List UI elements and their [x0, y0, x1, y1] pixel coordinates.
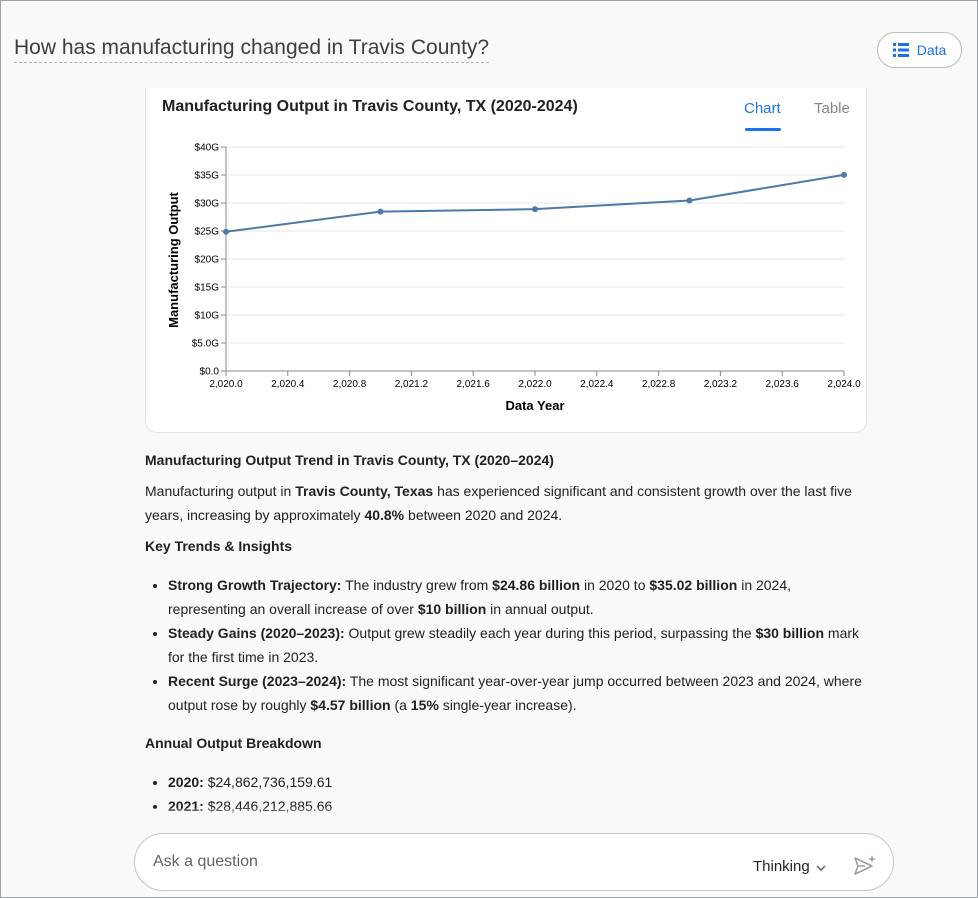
chart-gridlines	[226, 146, 844, 372]
y-axis-label: Manufacturing Output	[166, 191, 181, 327]
list-item: 2020: $24,862,736,159.61	[168, 770, 870, 794]
page-question-title: How has manufacturing changed in Travis …	[14, 36, 490, 63]
line-chart: $0.0 $5.0G $10G $15G $20G $25G $30G $35G $40G 2,…	[166, 143, 861, 414]
list-item: Strong Growth Trajectory: The industry g…	[168, 573, 870, 621]
data-point[interactable]	[841, 171, 847, 178]
x-tick-label: 2,020.4	[271, 379, 305, 390]
y-tick-label: $15G	[195, 283, 220, 294]
list-icon	[892, 43, 909, 57]
breakdown-title: Annual Output Breakdown	[145, 735, 322, 751]
ask-input[interactable]	[151, 852, 551, 872]
y-tick-label: $0.0	[200, 367, 220, 378]
data-point[interactable]	[686, 197, 693, 204]
y-tick-label: $35G	[195, 171, 220, 182]
answer-heading: Manufacturing Output Trend in Travis Cou…	[145, 452, 554, 468]
y-axis: $0.0 $5.0G $10G $15G $20G $25G $30G $35G $40G	[192, 143, 227, 378]
chart-series	[223, 171, 847, 235]
y-tick-label: $30G	[195, 199, 220, 210]
mode-label: Thinking	[753, 858, 810, 875]
trends-title: Key Trends & Insights	[145, 538, 293, 554]
x-tick-label: 2,021.6	[457, 379, 491, 390]
ask-box: Thinking	[134, 833, 894, 891]
x-tick-label: 2,023.6	[766, 379, 800, 390]
data-point[interactable]	[532, 206, 538, 213]
chart-title: Manufacturing Output in Travis County, T…	[162, 98, 578, 115]
x-tick-label: 2,020.8	[333, 379, 367, 390]
send-button[interactable]	[853, 854, 877, 881]
y-tick-label: $20G	[195, 255, 220, 266]
intro-paragraph: Manufacturing output in Travis County, T…	[145, 483, 852, 523]
x-tick-label: 2,022.4	[580, 379, 614, 390]
list-item: Steady Gains (2020–2023): Output grew st…	[168, 621, 870, 669]
y-tick-label: $40G	[195, 143, 220, 154]
x-tick-label: 2,023.2	[704, 379, 738, 390]
data-point[interactable]	[223, 228, 229, 235]
x-axis: 2,020.0 2,020.4 2,020.8 2,021.2 2,021.6 2,022…	[209, 370, 861, 390]
answer-content: Manufacturing Output Trend in Travis Cou…	[145, 448, 870, 818]
x-tick-label: 2,021.2	[395, 379, 429, 390]
send-sparkle-icon	[853, 855, 877, 880]
active-tab-indicator	[745, 128, 781, 131]
chevron-down-icon	[816, 858, 826, 875]
tab-table[interactable]: Table	[814, 100, 850, 117]
x-axis-label: Data Year	[505, 398, 564, 413]
y-tick-label: $25G	[195, 227, 220, 238]
list-item: Recent Surge (2023–2024): The most signi…	[168, 669, 870, 717]
data-point[interactable]	[377, 208, 384, 215]
y-tick-label: $5.0G	[192, 339, 219, 350]
x-tick-label: 2,024.0	[827, 379, 861, 390]
mode-selector[interactable]: Thinking	[753, 858, 826, 875]
data-button-label: Data	[916, 42, 947, 58]
x-tick-label: 2,020.0	[209, 379, 243, 390]
chart-card: Manufacturing Output in Travis County, T…	[145, 88, 867, 433]
data-button[interactable]: Data	[877, 32, 962, 68]
scroll-fade	[0, 808, 978, 832]
x-tick-label: 2,022.0	[518, 379, 552, 390]
x-tick-label: 2,022.8	[642, 379, 676, 390]
tab-chart[interactable]: Chart	[744, 100, 781, 117]
trends-list: Strong Growth Trajectory: The industry g…	[145, 573, 870, 717]
y-tick-label: $10G	[195, 311, 220, 322]
